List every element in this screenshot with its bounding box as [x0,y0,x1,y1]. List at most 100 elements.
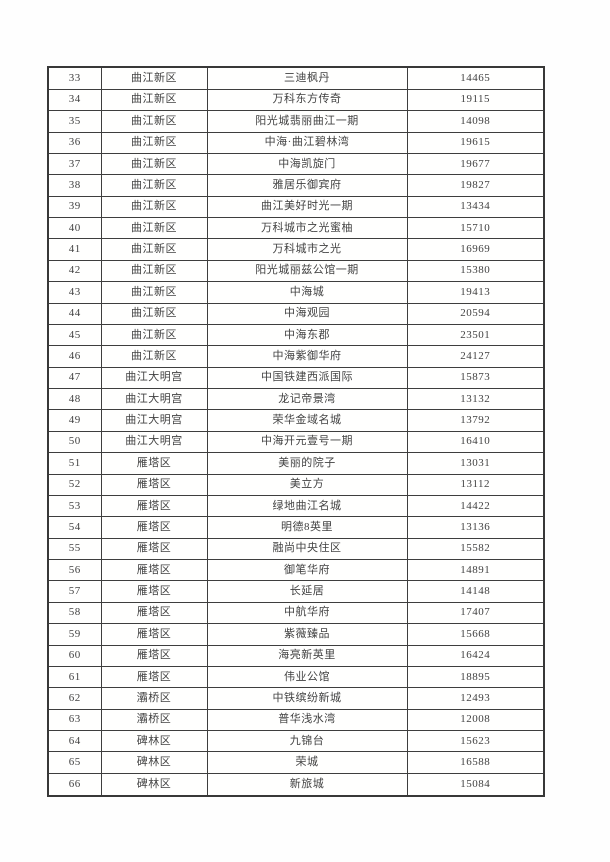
cell-price: 19115 [406,88,545,112]
cell-price: 15668 [406,623,545,646]
table-row: 58 雁塔区 中航华府 17407 [47,601,545,625]
table-row: 53 雁塔区 绿地曲江名城 14422 [47,494,545,518]
cell-community: 中海城 [206,281,408,304]
table-row: 45 曲江新区 中海东郡 23501 [47,323,545,347]
cell-no: 51 [47,452,102,475]
cell-district: 曲江新区 [100,217,208,240]
cell-no: 60 [47,644,102,667]
cell-no: 59 [47,623,102,646]
cell-no: 48 [47,388,102,411]
cell-no: 41 [47,238,102,261]
cell-community: 阳光城丽兹公馆一期 [206,259,408,283]
cell-no: 61 [47,665,102,689]
table-row: 44 曲江新区 中海观园 20594 [47,302,545,325]
cell-community: 阳光城翡丽曲江一期 [206,110,408,133]
cell-district: 曲江新区 [100,174,208,197]
table-row: 38 曲江新区 雅居乐御宾府 19827 [47,174,545,197]
cell-price: 18895 [406,665,545,689]
cell-price: 15582 [406,537,545,561]
cell-community: 龙记帝景湾 [206,388,408,411]
cell-price: 12008 [406,708,545,732]
cell-price: 13112 [406,473,545,496]
cell-no: 46 [47,345,102,368]
table-row: 51 雁塔区 美丽的院子 13031 [47,452,545,475]
cell-no: 43 [47,281,102,304]
cell-price: 19413 [406,281,545,304]
cell-no: 55 [47,537,102,561]
table-row: 35 曲江新区 阳光城翡丽曲江一期 14098 [47,110,545,133]
cell-community: 中国铁建西派国际 [206,366,408,390]
cell-community: 中海紫御华府 [206,345,408,368]
cell-community: 中航华府 [206,601,408,625]
cell-no: 54 [47,516,102,539]
cell-district: 曲江新区 [100,110,208,133]
table-row: 40 曲江新区 万科城市之光蜜柚 15710 [47,217,545,240]
cell-no: 38 [47,174,102,197]
cell-community: 绿地曲江名城 [206,494,408,518]
cell-price: 15084 [406,772,545,797]
cell-community: 御笔华府 [206,559,408,582]
cell-district: 雁塔区 [100,644,208,667]
cell-district: 雁塔区 [100,473,208,496]
cell-community: 万科城市之光蜜柚 [206,217,408,240]
cell-community: 中海东郡 [206,323,408,347]
cell-community: 长延居 [206,580,408,603]
cell-district: 曲江新区 [100,66,208,90]
cell-no: 49 [47,409,102,432]
cell-district: 曲江新区 [100,238,208,261]
cell-district: 曲江大明宫 [100,409,208,432]
cell-no: 33 [47,66,102,90]
cell-district: 曲江大明宫 [100,366,208,390]
cell-no: 40 [47,217,102,240]
cell-price: 19615 [406,131,545,154]
cell-district: 灞桥区 [100,687,208,710]
cell-community: 中铁缤纷新城 [206,687,408,710]
cell-community: 中海凯旋门 [206,152,408,176]
cell-community: 新旅城 [206,772,408,797]
table-row: 49 曲江大明宫 荣华金域名城 13792 [47,409,545,432]
table-row: 33 曲江新区 三迪枫丹 14465 [47,66,545,90]
table-row: 46 曲江新区 中海紫御华府 24127 [47,345,545,368]
cell-price: 19827 [406,174,545,197]
table-row: 57 雁塔区 长延居 14148 [47,580,545,603]
cell-community: 融尚中央住区 [206,537,408,561]
cell-community: 海亮新英里 [206,644,408,667]
cell-community: 美丽的院子 [206,452,408,475]
table-row: 56 雁塔区 御笔华府 14891 [47,559,545,582]
cell-price: 12493 [406,687,545,710]
table-row: 65 碑林区 荣城 16588 [47,751,545,774]
table-row: 50 曲江大明宫 中海开元壹号一期 16410 [47,430,545,454]
cell-district: 雁塔区 [100,665,208,689]
table-row: 34 曲江新区 万科东方传奇 19115 [47,88,545,112]
table-row: 66 碑林区 新旅城 15084 [47,772,545,797]
table-row: 60 雁塔区 海亮新英里 16424 [47,644,545,667]
cell-district: 雁塔区 [100,516,208,539]
table-row: 42 曲江新区 阳光城丽兹公馆一期 15380 [47,259,545,283]
cell-price: 15380 [406,259,545,283]
cell-district: 雁塔区 [100,452,208,475]
cell-price: 13792 [406,409,545,432]
cell-no: 47 [47,366,102,390]
cell-no: 42 [47,259,102,283]
cell-no: 36 [47,131,102,154]
cell-district: 曲江大明宫 [100,430,208,454]
cell-price: 20594 [406,302,545,325]
cell-price: 13132 [406,388,545,411]
cell-district: 碑林区 [100,751,208,774]
cell-district: 曲江新区 [100,302,208,325]
cell-no: 37 [47,152,102,176]
cell-community: 明德8英里 [206,516,408,539]
cell-no: 63 [47,708,102,732]
cell-no: 50 [47,430,102,454]
cell-price: 15623 [406,730,545,753]
cell-price: 16588 [406,751,545,774]
cell-community: 九锦台 [206,730,408,753]
cell-price: 16410 [406,430,545,454]
cell-no: 58 [47,601,102,625]
cell-no: 62 [47,687,102,710]
cell-community: 雅居乐御宾府 [206,174,408,197]
cell-community: 紫薇臻品 [206,623,408,646]
cell-district: 曲江新区 [100,195,208,219]
cell-price: 15873 [406,366,545,390]
